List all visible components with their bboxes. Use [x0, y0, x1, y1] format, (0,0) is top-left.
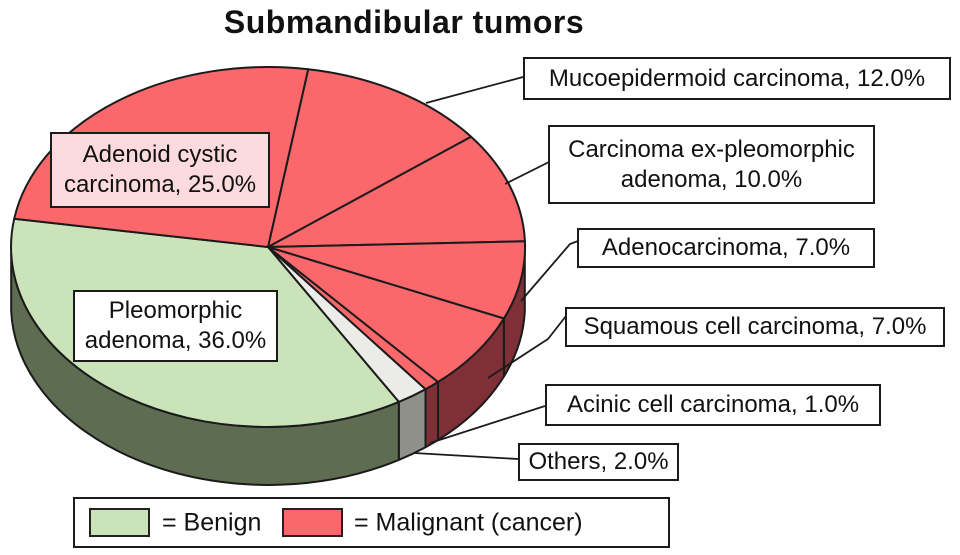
callout-text: carcinoma, 25.0% — [63, 171, 257, 198]
callout-text: Mucoepidermoid carcinoma, 12.0% — [548, 64, 926, 92]
callout-text: Others, 2.0% — [528, 448, 669, 475]
callout-text: adenoma, 36.0% — [84, 327, 267, 354]
leader-line-5 — [413, 452, 519, 460]
callout-acinic-cell-carcinoma: Acinic cell carcinoma, 1.0% — [545, 384, 881, 426]
pie-rim-4 — [424, 381, 439, 449]
legend-swatch-benign — [89, 508, 150, 537]
callout-text: Carcinoma ex-pleomorphic — [568, 135, 855, 163]
chart-title: Submandibular tumors — [223, 4, 585, 40]
callout-text: Squamous cell carcinoma, 7.0% — [583, 313, 927, 340]
callout-carcinoma-ex-pleomorphic: Carcinoma ex-pleomorphic adenoma, 10.0% — [548, 125, 875, 204]
callout-squamous-cell-carcinoma: Squamous cell carcinoma, 7.0% — [565, 307, 945, 347]
callout-text: Adenoid cystic — [82, 141, 238, 168]
legend-swatch-malignant — [282, 508, 343, 537]
callout-text: Adenocarcinoma, 7.0% — [601, 234, 851, 261]
pie-slice-3 — [267, 246, 505, 383]
leader-line-0 — [425, 76, 524, 104]
callout-text: Acinic cell carcinoma, 1.0% — [566, 391, 860, 418]
callout-pleomorphic-adenoma: Pleomorphic adenoma, 36.0% — [73, 290, 278, 362]
leader-line-4 — [429, 405, 546, 444]
pie-slice-2 — [267, 240, 526, 320]
leader-line-3 — [487, 315, 567, 379]
pie-slice-0 — [267, 68, 473, 248]
leader-line-1 — [504, 161, 550, 185]
callout-text: Pleomorphic — [108, 297, 243, 324]
callout-adenoid-cystic-carcinoma: Adenoid cystic carcinoma, 25.0% — [50, 132, 270, 208]
legend-label-malignant: = Malignant (cancer) — [354, 508, 583, 536]
callout-others: Others, 2.0% — [518, 443, 679, 481]
legend-label-benign: = Benign — [162, 508, 262, 536]
callout-adenocarcinoma: Adenocarcinoma, 7.0% — [577, 228, 875, 268]
leader-line-2 — [520, 240, 579, 302]
pie-slice-1 — [267, 135, 526, 248]
legend: = Benign = Malignant (cancer) — [73, 497, 670, 548]
callout-text: adenoma, 10.0% — [620, 165, 803, 193]
callout-mucoepidermoid-carcinoma: Mucoepidermoid carcinoma, 12.0% — [523, 57, 951, 100]
